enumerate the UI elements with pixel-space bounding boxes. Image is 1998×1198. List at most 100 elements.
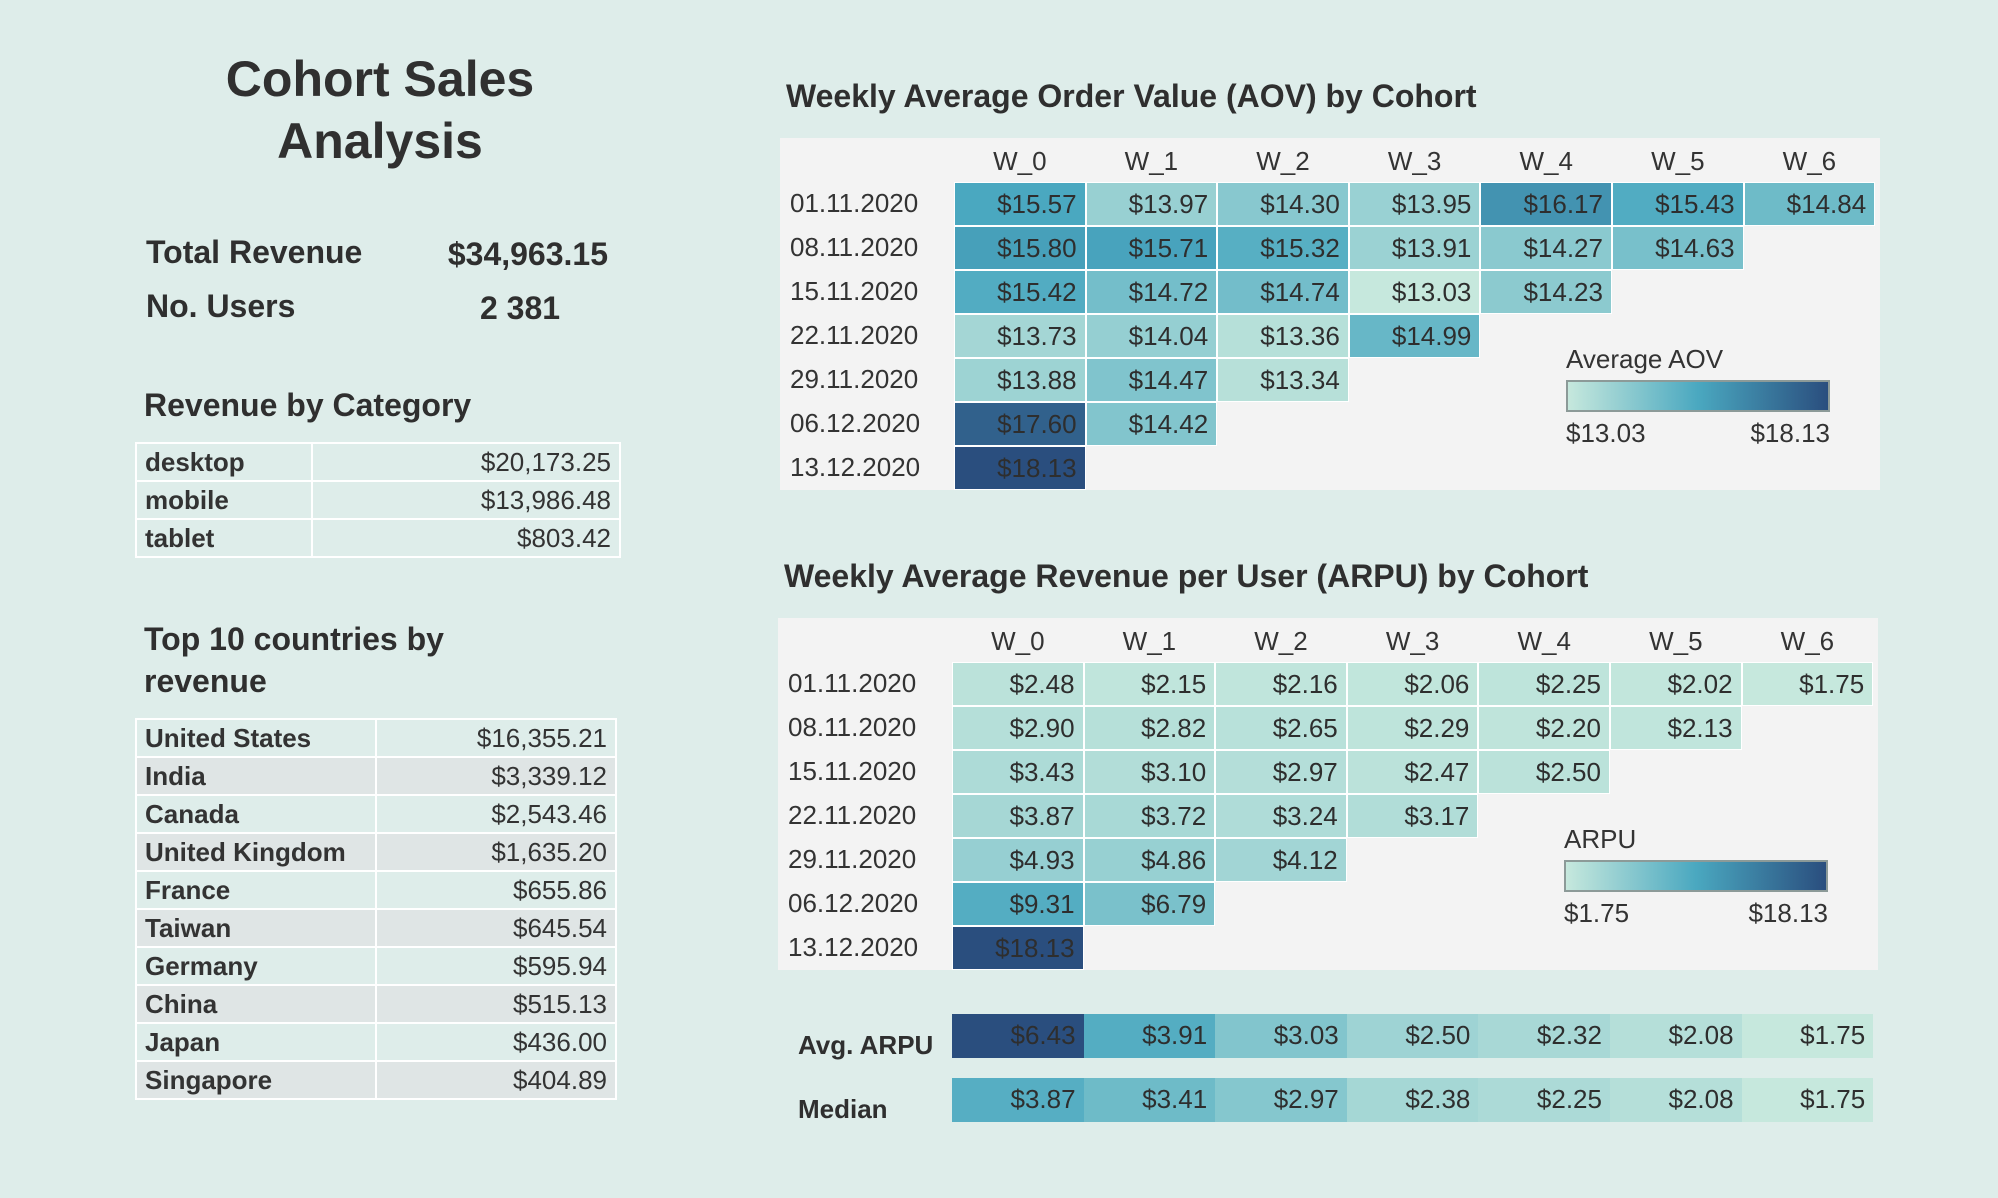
aov-cohort-label: 06.12.2020 [790, 408, 921, 438]
arpu-col-header: W_1 [1122, 626, 1177, 656]
arpu-cell[interactable]: $4.86 [1083, 838, 1216, 882]
aov-cell[interactable]: $18.13 [954, 446, 1086, 490]
aov-cell[interactable]: $14.27 [1480, 226, 1612, 270]
arpu-cell[interactable]: $1.75 [1741, 662, 1874, 706]
summary-row-label: Median [798, 1094, 888, 1124]
row-value: $436.00 [375, 1022, 617, 1062]
summary-cell[interactable]: $3.87 [952, 1078, 1084, 1122]
arpu-cell[interactable]: $6.79 [1083, 882, 1216, 926]
aov-cohort-label: 22.11.2020 [790, 320, 919, 350]
summary-cell[interactable]: $2.08 [1610, 1078, 1742, 1122]
row-value: $404.89 [375, 1060, 617, 1100]
arpu-cell[interactable]: $2.20 [1478, 706, 1610, 750]
arpu-cohort-label: 06.12.2020 [788, 888, 919, 918]
aov-cohort-label: 01.11.2020 [790, 188, 919, 218]
aov-cell[interactable]: $15.71 [1085, 226, 1218, 270]
arpu-cell[interactable]: $2.47 [1346, 750, 1479, 794]
arpu-cell[interactable]: $2.02 [1610, 662, 1742, 706]
aov-cell[interactable]: $14.30 [1217, 182, 1349, 226]
arpu-cell[interactable]: $2.48 [952, 662, 1084, 706]
summary-cell[interactable]: $1.75 [1741, 1078, 1874, 1122]
aov-cell[interactable]: $16.17 [1480, 182, 1612, 226]
row-label: desktop [135, 442, 313, 482]
arpu-cohort-label: 01.11.2020 [788, 668, 917, 698]
arpu-cell[interactable]: $3.17 [1346, 794, 1479, 838]
summary-cell[interactable]: $3.91 [1083, 1014, 1216, 1058]
arpu-cell[interactable]: $9.31 [952, 882, 1084, 926]
aov-cell[interactable]: $13.95 [1348, 182, 1481, 226]
row-label: Germany [135, 946, 377, 986]
aov-cell[interactable]: $13.03 [1348, 270, 1481, 314]
aov-col-header: W_0 [993, 146, 1047, 176]
summary-cell[interactable]: $2.32 [1478, 1014, 1610, 1058]
aov-cell[interactable]: $13.36 [1217, 314, 1349, 358]
users-label: No. Users [146, 288, 296, 324]
aov-cell[interactable]: $13.97 [1085, 182, 1218, 226]
arpu-col-header: W_5 [1649, 626, 1703, 656]
arpu-cell[interactable]: $3.10 [1083, 750, 1216, 794]
aov-cell[interactable]: $14.23 [1480, 270, 1612, 314]
aov-cell[interactable]: $17.60 [954, 402, 1086, 446]
arpu-cell[interactable]: $4.93 [952, 838, 1084, 882]
summary-cell[interactable]: $2.97 [1215, 1078, 1347, 1122]
arpu-cell[interactable]: $4.12 [1215, 838, 1347, 882]
aov-legend-min: $13.03 [1566, 418, 1646, 448]
summary-cell[interactable]: $3.41 [1083, 1078, 1216, 1122]
arpu-cell[interactable]: $2.25 [1478, 662, 1610, 706]
row-value: $1,635.20 [375, 832, 617, 872]
aov-cell[interactable]: $15.57 [954, 182, 1086, 226]
summary-cell[interactable]: $2.38 [1346, 1078, 1479, 1122]
top-countries-table: United States $16,355.21 India $3,339.12 Can… [135, 718, 617, 1100]
aov-cell[interactable]: $13.34 [1217, 358, 1349, 402]
aov-cell[interactable]: $14.63 [1612, 226, 1744, 270]
arpu-cell[interactable]: $2.82 [1083, 706, 1216, 750]
aov-cell[interactable]: $15.32 [1217, 226, 1349, 270]
aov-cell[interactable]: $13.88 [954, 358, 1086, 402]
row-value: $515.13 [375, 984, 617, 1024]
aov-col-header: W_4 [1519, 146, 1573, 176]
arpu-cell[interactable]: $2.65 [1215, 706, 1347, 750]
arpu-cell[interactable]: $2.97 [1215, 750, 1347, 794]
arpu-cell[interactable]: $2.15 [1083, 662, 1216, 706]
arpu-col-header: W_0 [991, 626, 1045, 656]
aov-cell[interactable]: $15.43 [1612, 182, 1744, 226]
aov-cell[interactable]: $14.72 [1085, 270, 1218, 314]
aov-cell[interactable]: $13.73 [954, 314, 1086, 358]
summary-cell[interactable]: $2.25 [1478, 1078, 1610, 1122]
summary-cell[interactable]: $6.43 [952, 1014, 1084, 1058]
arpu-cell[interactable]: $3.24 [1215, 794, 1347, 838]
summary-cell[interactable]: $2.50 [1346, 1014, 1479, 1058]
arpu-cell[interactable]: $3.87 [952, 794, 1084, 838]
arpu-cell[interactable]: $2.50 [1478, 750, 1610, 794]
aov-cell[interactable]: $15.42 [954, 270, 1086, 314]
arpu-cell[interactable]: $2.06 [1346, 662, 1479, 706]
aov-cell[interactable]: $13.91 [1348, 226, 1481, 270]
arpu-cell[interactable]: $2.29 [1346, 706, 1479, 750]
summary-cell[interactable]: $3.03 [1215, 1014, 1347, 1058]
aov-cell[interactable]: $14.47 [1085, 358, 1218, 402]
arpu-cell[interactable]: $2.90 [952, 706, 1084, 750]
aov-cell[interactable]: $14.84 [1743, 182, 1876, 226]
summary-cell[interactable]: $2.08 [1610, 1014, 1742, 1058]
table-row: tablet $803.42 [135, 518, 621, 558]
top-countries-title: Top 10 countries by revenue [144, 621, 444, 699]
users-value: 2 381 [479, 290, 561, 326]
arpu-legend-title: ARPU [1564, 824, 1637, 854]
arpu-cell[interactable]: $3.72 [1083, 794, 1216, 838]
aov-cell[interactable]: $14.99 [1348, 314, 1481, 358]
aov-cell[interactable]: $14.42 [1085, 402, 1218, 446]
aov-col-header: W_1 [1124, 146, 1179, 176]
summary-cell[interactable]: $1.75 [1741, 1014, 1874, 1058]
aov-cell[interactable]: $14.74 [1217, 270, 1349, 314]
aov-cell[interactable]: $14.04 [1085, 314, 1218, 358]
aov-cell[interactable]: $15.80 [954, 226, 1086, 270]
row-label: China [135, 984, 377, 1024]
aov-col-header: W_3 [1387, 146, 1442, 176]
table-row: mobile $13,986.48 [135, 480, 621, 520]
arpu-cell[interactable]: $18.13 [952, 926, 1084, 970]
arpu-cell[interactable]: $2.13 [1610, 706, 1742, 750]
arpu-cell[interactable]: $2.16 [1215, 662, 1347, 706]
aov-cohort-label: 13.12.2020 [790, 452, 921, 482]
arpu-cell[interactable]: $3.43 [952, 750, 1084, 794]
table-row: Canada $2,543.46 [135, 794, 617, 834]
